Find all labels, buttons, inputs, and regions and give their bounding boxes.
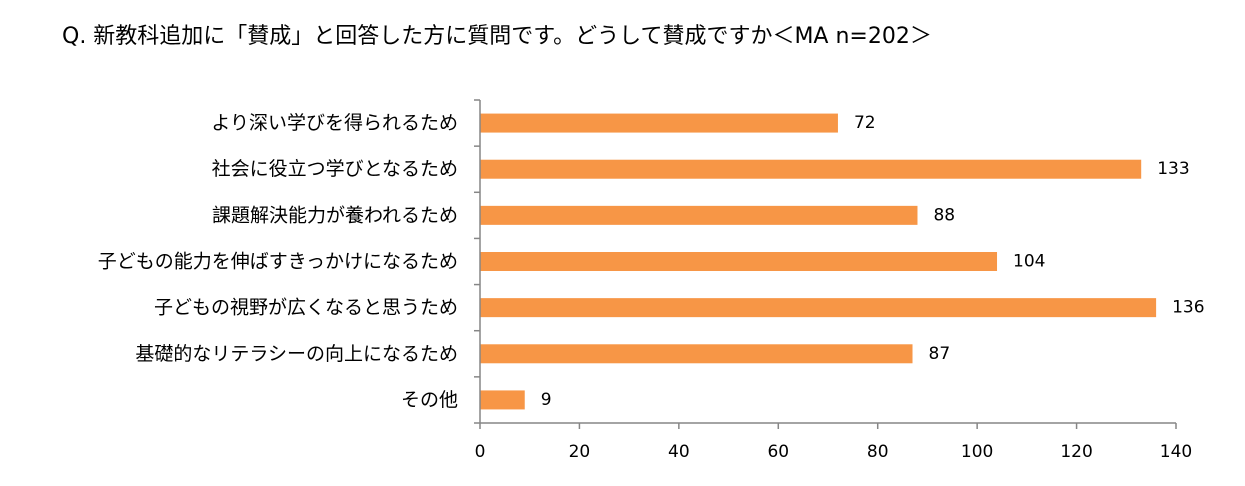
bars-group [480, 113, 1157, 410]
value-label: 136 [1172, 298, 1204, 318]
value-label: 88 [933, 205, 955, 225]
value-label: 104 [1013, 252, 1045, 272]
bar [480, 252, 998, 271]
chart-title: Q. 新教科追加に「賛成」と回答した方に質問です。どうして賛成ですか＜MA n=… [62, 24, 932, 49]
value-label: 9 [541, 390, 552, 410]
bar [480, 113, 838, 133]
category-label: 基礎的なリテラシーの向上になるため [135, 343, 458, 365]
value-label: 133 [1157, 159, 1189, 179]
bar [480, 390, 525, 410]
category-label: より深い学びを得られるため [211, 112, 458, 134]
category-label: 子どもの能力を伸ばすきっかけになるため [98, 251, 458, 273]
x-tick-label: 80 [867, 442, 889, 462]
x-tick-label: 60 [767, 442, 789, 462]
bar [480, 205, 918, 225]
axes-group: より深い学びを得られるため 72 社会に役立つ学びとなるため 133 課題解決能力が養わ… [98, 99, 1205, 462]
x-tick-label: 20 [569, 442, 591, 462]
bar [480, 344, 913, 364]
category-label: その他 [401, 389, 458, 411]
bar [480, 159, 1142, 179]
value-label: 87 [929, 344, 951, 364]
category-label: 社会に役立つ学びとなるため [212, 158, 458, 180]
x-tick-label: 100 [961, 442, 993, 462]
x-tick-label: 140 [1160, 442, 1192, 462]
x-tick-label: 120 [1060, 442, 1092, 462]
category-label: 課題解決能力が養われるため [212, 204, 458, 226]
bar [480, 298, 1157, 318]
category-label: 子どもの視野が広くなると思うため [154, 297, 458, 319]
x-tick-label: 0 [475, 442, 486, 462]
x-tick-label: 40 [668, 442, 690, 462]
value-label: 72 [854, 113, 876, 133]
